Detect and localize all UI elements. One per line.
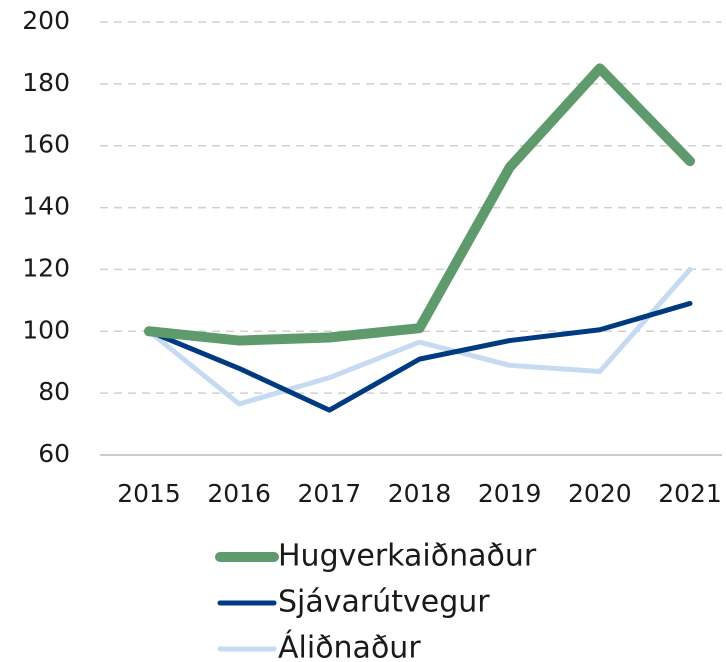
x-tick-label: 2015 xyxy=(117,479,181,508)
series-line xyxy=(144,63,695,346)
x-tick-label: 2019 xyxy=(478,479,542,508)
x-tick-label: 2017 xyxy=(298,479,362,508)
legend-label: Hugverkaiðnaður xyxy=(278,539,537,574)
x-tick-label: 2018 xyxy=(388,479,452,508)
x-tick-label: 2016 xyxy=(207,479,271,508)
y-tick-label: 100 xyxy=(22,315,70,344)
y-tick-label: 200 xyxy=(22,6,70,35)
y-tick-label: 180 xyxy=(22,68,70,97)
series-line xyxy=(146,300,693,413)
x-tick-label: 2020 xyxy=(568,479,632,508)
y-tick-label: 120 xyxy=(22,253,70,282)
y-tick-label: 160 xyxy=(22,130,70,159)
y-tick-label: 60 xyxy=(38,439,70,468)
x-tick-label: 2021 xyxy=(658,479,722,508)
legend-label: Sjávarútvegur xyxy=(278,585,490,620)
y-tick-label: 140 xyxy=(22,192,70,221)
y-tick-label: 80 xyxy=(38,377,70,406)
series-line xyxy=(146,266,693,407)
legend-label: Áliðnaður xyxy=(278,630,421,662)
